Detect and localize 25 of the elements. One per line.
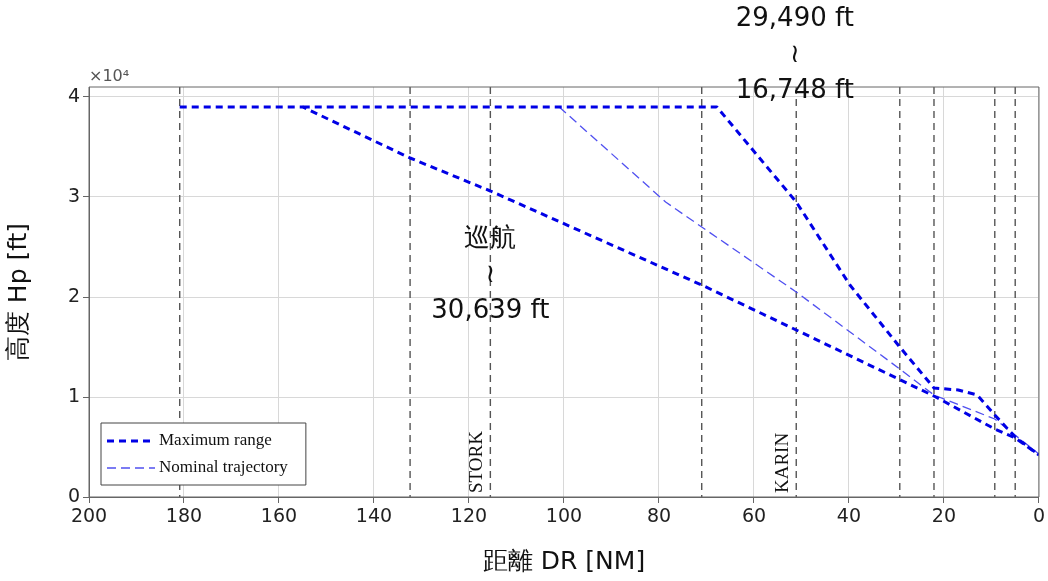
y-tick-label: 2 bbox=[67, 283, 80, 306]
ref-line-label: KARIN bbox=[770, 432, 792, 493]
y-tick-label: 4 bbox=[67, 83, 80, 106]
x-tick-label: 0 bbox=[1032, 504, 1045, 527]
x-tick-label: 100 bbox=[545, 504, 583, 527]
legend-label: Maximum range bbox=[159, 430, 272, 450]
x-tick-label: 20 bbox=[931, 504, 957, 527]
x-tick-label: 160 bbox=[260, 504, 298, 527]
y-tick-label: 0 bbox=[67, 483, 80, 506]
annotation: 29,490 ft ≀ 16,748 ft bbox=[735, 1, 854, 104]
y-tick-label: 3 bbox=[67, 183, 80, 206]
y-tick-label: 1 bbox=[67, 383, 80, 406]
x-tick-label: 200 bbox=[70, 504, 108, 527]
x-tick-label: 120 bbox=[450, 504, 488, 527]
x-tick-label: 80 bbox=[646, 504, 672, 527]
text: ×10⁴ bbox=[89, 66, 130, 86]
annotation: 巡航 ≀ 30,639 ft bbox=[431, 221, 550, 324]
legend-label: Nominal trajectory bbox=[159, 457, 289, 477]
x-tick-label: 40 bbox=[836, 504, 862, 527]
x-tick-label: 140 bbox=[355, 504, 393, 527]
ref-line-label: STORK bbox=[464, 430, 486, 493]
y-axis-title: 高度 Hp [ft] bbox=[2, 222, 32, 362]
x-tick-label: 180 bbox=[165, 504, 203, 527]
x-axis-title: 距離 DR [NM] bbox=[482, 545, 646, 575]
x-tick-label: 60 bbox=[741, 504, 767, 527]
